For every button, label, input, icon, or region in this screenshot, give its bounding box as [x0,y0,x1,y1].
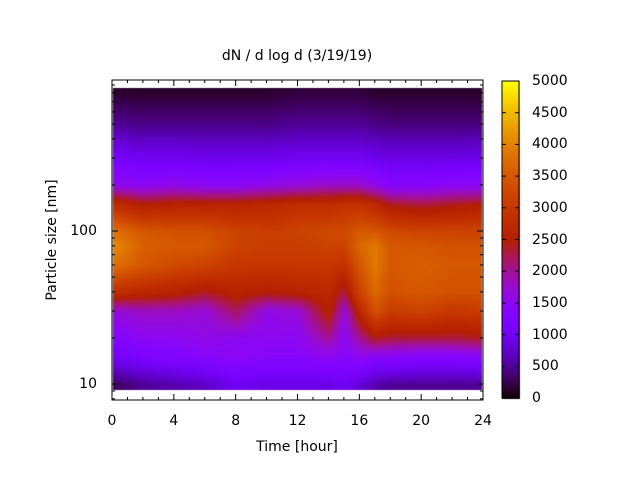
x-tick-label: 8 [231,413,241,429]
x-tick-label: 0 [107,413,117,429]
colorbar-tick-label: 1000 [532,326,568,343]
x-tick-label: 12 [288,413,307,429]
colorbar-tick-label: 3000 [532,199,568,216]
x-axis-label: Time [hour] [256,439,338,455]
colorbar-tick-label: 0 [532,390,541,406]
y-tick-label: 10 [79,376,97,392]
y-tick-label: 100 [70,223,97,239]
y-axis-label: Particle size [nm] [44,179,60,301]
colorbar-tick-label: 3500 [532,168,568,185]
x-tick-label: 16 [350,413,369,429]
plot-frame [111,79,484,401]
x-tick-label: 24 [474,413,492,429]
x-tick-label: 20 [412,413,431,429]
colorbar-tick-label: 5000 [532,73,568,89]
colorbar-tick-label: 2500 [532,231,568,248]
chart-title: dN / d log d (3/19/19) [221,48,373,64]
x-tick-label: 4 [169,413,179,429]
colorbar-tick-label: 4500 [532,104,568,121]
colorbar-tick-label: 2000 [532,263,568,280]
colorbar-tick-label: 1500 [532,294,568,311]
colorbar-tick-label: 500 [532,358,559,375]
colorbar-tick-label: 4000 [532,136,568,153]
